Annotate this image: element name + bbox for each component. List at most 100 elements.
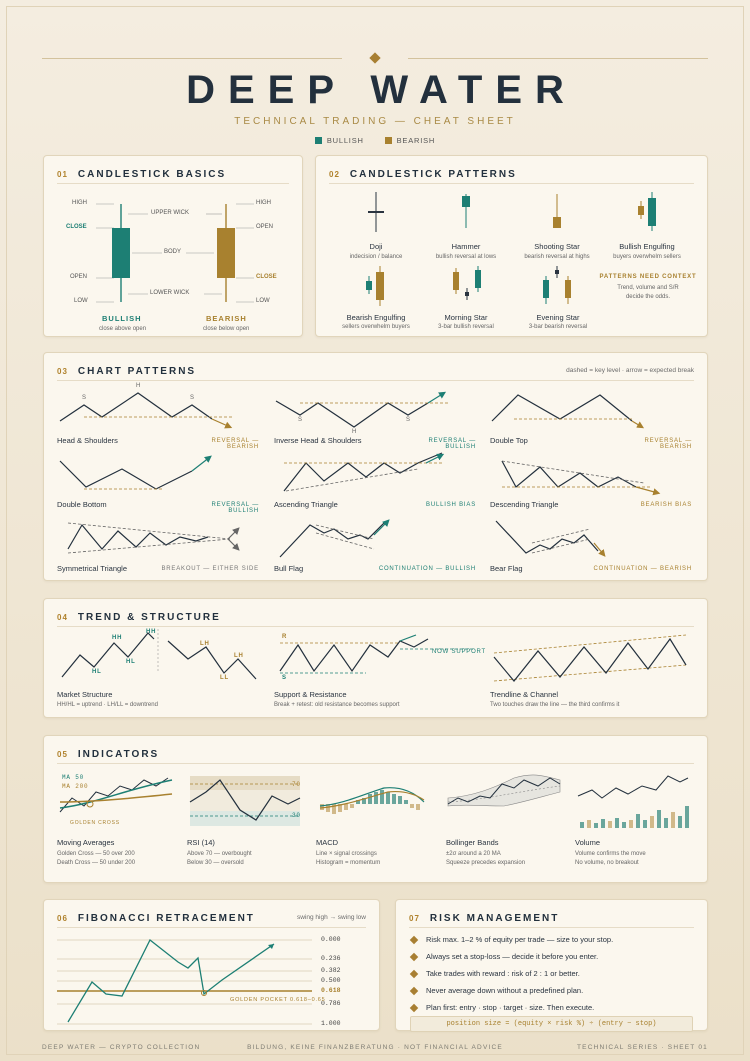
label-close-right: CLOSE [256, 274, 277, 280]
descending-triangle-sketch [501, 460, 661, 496]
indicator-line: Squeeze precedes expansion [446, 860, 526, 866]
trend-item-desc: Two touches draw the line — the third co… [490, 702, 620, 708]
indicator-name: Moving Averages [57, 838, 115, 847]
card-header: 02 CANDLESTICK PATTERNS [329, 166, 694, 184]
header-rule-right [408, 58, 708, 59]
section-title: CANDLESTICK PATTERNS [349, 169, 517, 180]
trend-item-name: Market Structure [57, 690, 113, 699]
golden-cross-label: GOLDEN CROSS [70, 820, 120, 826]
card-header: 05 INDICATORS [57, 746, 694, 764]
macd-bar [392, 794, 396, 804]
mark-head: H [136, 383, 141, 389]
indicator-line: Below 30 — oversold [187, 860, 244, 866]
volume-bar [587, 820, 591, 828]
indicator-name: MACD [316, 838, 339, 847]
section-note: swing high → swing low [296, 914, 366, 921]
volume-bar [594, 823, 598, 828]
morning-star-icon [453, 266, 481, 300]
bearish-engulfing-icon [366, 266, 384, 306]
rsi-70-label: 70 [292, 781, 301, 788]
doji-icon [368, 192, 384, 232]
pattern-name: Symmetrical Triangle [57, 564, 128, 573]
legend-bullish: BULLISH [314, 136, 364, 145]
bear-flag-sketch [495, 520, 606, 557]
macd-bar [380, 790, 384, 804]
trend-item-name: Support & Resistance [274, 690, 347, 699]
section-number: 01 [57, 170, 68, 179]
bearish-swatch-icon [384, 137, 392, 144]
indicator-sketches [59, 774, 689, 828]
diamond-bullet-icon [409, 1003, 419, 1012]
trendline-channel-sketch [493, 634, 687, 682]
pattern-tag: CONTINUATION — BULLISH [378, 566, 476, 572]
trend-item-desc: HH/HL = uptrend · LH/LL = downtrend [57, 702, 158, 708]
fib-level: 0.786 [321, 1000, 341, 1007]
header-rule-left [42, 58, 342, 59]
volume-bar [636, 814, 640, 828]
indicator-line: Line × signal crossings [316, 851, 377, 857]
risk-rule-text: Always set a stop-loss — decide it befor… [426, 952, 599, 961]
mark-shoulder: S [82, 395, 87, 401]
candle-anatomy-diagram [96, 203, 254, 303]
rsi-sketch [189, 776, 301, 826]
pattern-tag: REVERSAL — BULLISH [428, 438, 476, 450]
card-header: 03 CHART PATTERNS [57, 363, 694, 381]
volume-bar [580, 822, 584, 828]
diamond-bullet-icon [409, 986, 419, 995]
trend-item-desc: Break + retest: old resistance becomes s… [274, 702, 400, 708]
golden-pocket-label: GOLDEN POCKET 0.618–0.65 [230, 997, 326, 1003]
pattern-name: Bullish Engulfing [619, 242, 675, 251]
pattern-desc: sellers overwhelm buyers [342, 324, 410, 330]
bullish-candle [112, 228, 130, 278]
card-header: 04 TREND & STRUCTURE [57, 609, 694, 627]
card-indicators: 05 INDICATORS MA 50 MA 200 GOLDEN CROSS 7… [43, 735, 708, 883]
mark-shoulder: S [190, 395, 195, 401]
pattern-tag: BEARISH BIAS [640, 502, 692, 508]
risk-rule: Plan first: entry · stop · target · size… [409, 1003, 595, 1012]
mark-shoulder: S [298, 417, 303, 423]
section-title: INDICATORS [77, 749, 160, 760]
evening-star-icon [543, 266, 571, 304]
macd-bar [374, 792, 378, 804]
context-title: PATTERNS NEED CONTEXT [599, 274, 697, 280]
pattern-name: Hammer [451, 242, 481, 251]
context-line: Trend, volume and S/R [617, 285, 679, 291]
pattern-name: Double Bottom [57, 500, 107, 509]
label-body: BODY [164, 249, 182, 255]
pattern-desc: bullish reversal at lows [435, 254, 497, 260]
page-title: DEEP WATER [186, 68, 577, 112]
risk-rule-text: Plan first: entry · stop · target · size… [426, 1003, 595, 1012]
indicator-name: Bollinger Bands [446, 838, 499, 847]
bullish-engulfing-icon [638, 192, 656, 231]
volume-bar [622, 822, 626, 828]
ascending-triangle-sketch [283, 452, 445, 492]
rsi-30-label: 30 [292, 812, 301, 819]
pattern-desc: 3-bar bullish reversal [438, 324, 494, 330]
volume-bar [601, 819, 605, 828]
volume-bar [629, 820, 633, 828]
bull-flag-sketch [279, 519, 390, 558]
pattern-desc: buyers overwhelm sellers [613, 254, 681, 260]
trend-item-name: Trendline & Channel [490, 690, 559, 699]
footer-right: TECHNICAL SERIES · SHEET 01 [576, 1044, 708, 1051]
indicator-line: Death Cross — 50 under 200 [57, 860, 136, 866]
fib-level: 0.000 [321, 936, 341, 943]
macd-bar [326, 804, 330, 812]
pattern-name: Bearish Engulfing [346, 313, 406, 322]
macd-bar [368, 794, 372, 804]
moving-averages-sketch [59, 777, 173, 813]
pattern-name: Shooting Star [534, 242, 580, 251]
indicator-line: Golden Cross — 50 over 200 [57, 851, 135, 857]
pattern-name: Morning Star [444, 313, 488, 322]
mark-shoulder: S [406, 417, 411, 423]
section-title: TREND & STRUCTURE [77, 612, 221, 623]
section-title: RISK MANAGEMENT [429, 913, 560, 924]
fib-level: 0.382 [321, 967, 341, 974]
pattern-tag: BREAKOUT — EITHER SIDE [161, 566, 259, 572]
section-title: CHART PATTERNS [77, 366, 197, 377]
double-bottom-sketch [59, 455, 212, 490]
label-lower-wick: LOWER WICK [150, 290, 190, 296]
pattern-tag: REVERSAL — BEARISH [644, 438, 692, 450]
pattern-tag: BULLISH BIAS [426, 502, 476, 508]
section-number: 07 [409, 914, 420, 923]
